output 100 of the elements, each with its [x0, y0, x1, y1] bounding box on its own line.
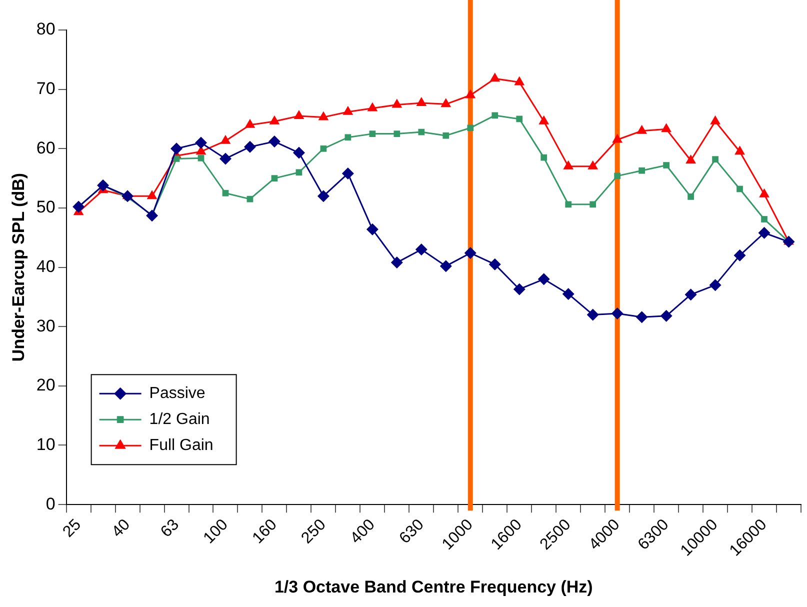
point — [660, 310, 672, 322]
point — [271, 175, 278, 182]
point — [663, 162, 670, 168]
point — [318, 111, 329, 120]
point — [538, 115, 550, 124]
point — [72, 200, 85, 213]
point — [342, 168, 354, 180]
point — [342, 106, 354, 115]
y-tick-label: 40 — [36, 256, 56, 276]
point — [684, 288, 697, 301]
point — [418, 128, 425, 136]
point — [219, 152, 232, 165]
legend-label: Passive — [149, 384, 206, 402]
point — [146, 190, 158, 200]
point — [513, 283, 526, 296]
point — [636, 124, 648, 134]
point — [590, 201, 596, 208]
y-axis-title: Under-Earcup SPL (dB) — [8, 172, 28, 362]
x-axis-title: 1/3 Octave Band Centre Frequency (Hz) — [274, 577, 593, 596]
point — [198, 154, 204, 162]
y-tick-label: 80 — [36, 20, 56, 39]
legend-label: 1/2 Gain — [149, 410, 210, 428]
point — [244, 118, 256, 128]
point — [122, 190, 134, 202]
point — [782, 236, 795, 248]
point — [488, 258, 501, 270]
y-tick-label: 30 — [36, 316, 56, 336]
point — [611, 308, 624, 320]
x-tick-label: 40 — [108, 516, 134, 541]
point — [292, 146, 305, 159]
point — [759, 188, 770, 198]
point — [394, 130, 400, 137]
point — [268, 136, 280, 148]
point — [440, 98, 452, 108]
point — [294, 110, 304, 120]
point — [514, 76, 525, 86]
x-tick-label: 630 — [396, 516, 428, 548]
point — [464, 247, 476, 260]
point — [516, 116, 523, 122]
point — [440, 260, 452, 272]
point — [220, 134, 231, 144]
x-tick-label: 63 — [158, 516, 183, 541]
point — [195, 136, 208, 149]
y-tick-label: 10 — [36, 434, 56, 454]
point — [244, 140, 256, 153]
point — [173, 156, 180, 162]
point — [709, 279, 722, 292]
y-tick-label: 60 — [36, 138, 56, 158]
point — [367, 102, 378, 112]
point — [638, 167, 645, 174]
point — [734, 146, 745, 155]
legend-label: Full Gain — [149, 436, 214, 454]
point — [563, 160, 574, 170]
point — [390, 256, 403, 269]
point — [392, 98, 402, 108]
point — [688, 194, 694, 200]
point — [296, 169, 302, 176]
point — [686, 154, 696, 164]
point — [416, 96, 427, 106]
point — [758, 226, 770, 239]
point — [736, 186, 743, 192]
point — [761, 216, 768, 222]
x-tick-label: 100 — [200, 516, 232, 548]
point — [366, 223, 378, 236]
point — [661, 123, 672, 132]
point — [538, 273, 550, 286]
x-tick-label: 160 — [250, 516, 280, 548]
y-tick-label: 50 — [36, 198, 56, 217]
y-tick-label: 70 — [36, 79, 56, 98]
point — [170, 142, 183, 155]
point — [222, 190, 229, 196]
point — [492, 112, 498, 119]
point — [415, 243, 428, 256]
point — [146, 210, 158, 222]
x-tick-label: 400 — [347, 516, 378, 548]
point — [320, 145, 327, 152]
point — [612, 134, 623, 143]
point — [465, 89, 476, 98]
point — [562, 288, 574, 300]
point — [269, 115, 280, 124]
y-tick-label: 0 — [46, 494, 56, 514]
point — [588, 160, 598, 170]
point — [442, 132, 450, 139]
point — [614, 172, 621, 180]
point — [565, 201, 572, 208]
point — [710, 115, 720, 124]
point — [490, 72, 500, 82]
point — [344, 134, 352, 141]
point — [97, 179, 110, 192]
point — [317, 190, 330, 202]
point — [586, 308, 599, 321]
point — [636, 311, 648, 324]
y-tick-label: 20 — [36, 376, 56, 395]
point — [712, 156, 718, 162]
point — [467, 124, 474, 132]
x-tick-label: 250 — [298, 516, 330, 548]
point — [369, 130, 376, 137]
point — [734, 249, 746, 262]
point — [540, 154, 548, 161]
x-tick-label: 25 — [60, 516, 85, 541]
